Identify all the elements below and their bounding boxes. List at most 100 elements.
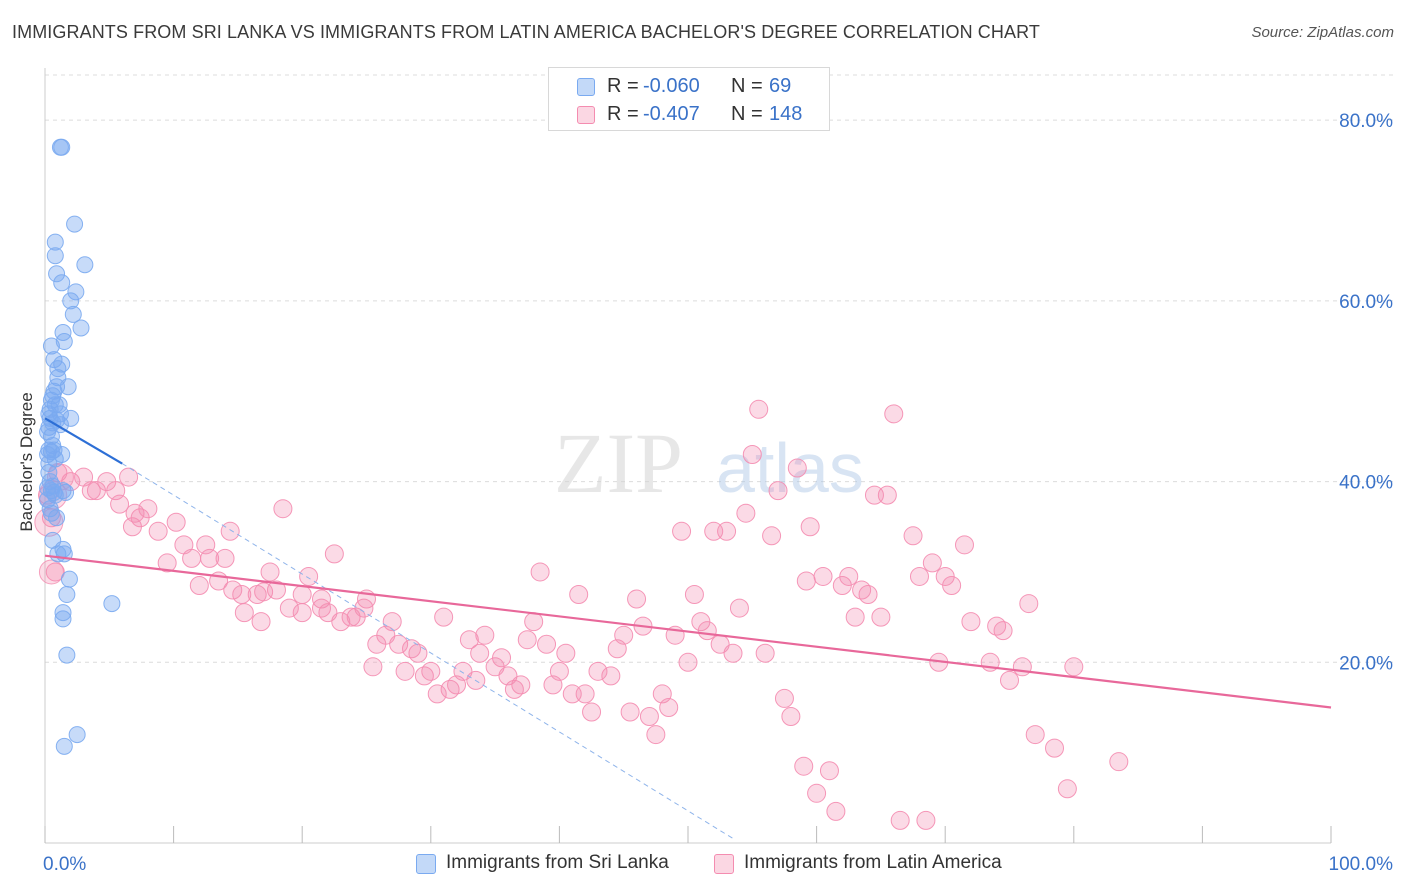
point-latin-america [916,810,936,830]
legend-label-latin-america: Immigrants from Latin America [744,852,1002,873]
point-latin-america [318,603,338,623]
x-tick-label-min: 0.0% [43,854,86,875]
point-latin-america [215,548,235,568]
point-latin-america [890,810,910,830]
series-latin-america [34,399,1129,830]
point-latin-america [1012,657,1032,677]
point-latin-america [166,512,186,532]
point-latin-america [588,661,608,681]
point-sri-lanka [68,726,86,744]
point-sri-lanka [53,138,71,156]
legend-swatch-sri-lanka [416,854,436,874]
point-latin-america [492,648,512,668]
watermark-zip: ZIP [554,415,683,511]
point-latin-america [807,783,827,803]
point-latin-america [266,580,286,600]
point-latin-america [954,535,974,555]
r-value: -0.407 [643,103,700,125]
point-latin-america [627,589,647,609]
point-latin-america [530,562,550,582]
point-latin-america [537,634,557,654]
series-sri-lanka [39,138,121,755]
point-sri-lanka [58,586,76,604]
point-latin-america [639,707,659,727]
point-latin-america [251,612,271,632]
point-latin-america [794,756,814,776]
watermark: ZIP atlas [554,415,864,511]
point-latin-america [601,666,621,686]
point-latin-america [260,562,280,582]
point-latin-america-large [38,559,64,585]
point-sri-lanka [103,595,121,613]
point-latin-america [395,661,415,681]
point-latin-america [324,544,344,564]
point-latin-america [119,467,139,487]
point-latin-america [684,585,704,605]
point-sri-lanka [46,247,64,265]
point-latin-america [299,566,319,586]
point-latin-america [796,571,816,591]
point-latin-america [220,521,240,541]
legend-stats-row-latin-america: R = -0.407 N = 148 [549,100,829,130]
point-latin-america [223,580,243,600]
trend-layer [44,417,1332,839]
point-sri-lanka [66,215,84,233]
point-sri-lanka [55,333,73,351]
point-latin-america [273,499,293,519]
point-sri-lanka [64,305,82,323]
point-latin-america [768,481,788,501]
trend-line-latin-america [44,554,1332,709]
point-latin-america [556,643,576,663]
point-latin-america [189,575,209,595]
point-latin-america [157,553,177,573]
point-sri-lanka [55,737,73,755]
point-latin-america [279,598,299,618]
point-latin-america [575,684,595,704]
point-latin-america [582,702,602,722]
chart-title: IMMIGRANTS FROM SRI LANKA VS IMMIGRANTS … [12,22,1040,42]
point-latin-america [742,444,762,464]
n-label: N = [731,103,763,125]
point-latin-america [942,575,962,595]
y-tick-label: 60.0% [1339,292,1393,313]
point-sri-lanka [72,319,90,337]
point-latin-america [130,508,150,528]
point-sri-lanka [76,256,94,274]
point-sri-lanka [42,337,60,355]
point-latin-america [1025,725,1045,745]
point-latin-america [569,585,589,605]
y-axis-label: Bachelor's Degree [17,392,36,531]
point-sri-lanka [54,604,72,622]
point-latin-america [549,661,569,681]
point-latin-america [200,548,220,568]
point-sri-lanka [48,265,66,283]
point-latin-america [45,562,65,582]
trend-line-sri-lanka [44,417,123,465]
point-latin-america [341,607,361,627]
point-latin-america [389,634,409,654]
point-latin-america [1064,657,1084,677]
point-latin-america [877,485,897,505]
n-value: 69 [769,75,792,97]
source-label: Source: ZipAtlas.com [1251,24,1394,41]
point-latin-america [749,399,769,419]
point-latin-america [421,661,441,681]
point-latin-america [81,481,101,501]
point-latin-america [427,684,447,704]
n-value: 148 [769,103,803,125]
point-sri-lanka [53,274,71,292]
legend-stats-row-sri-lanka: R = -0.060 N = 69 [549,72,829,102]
legend-swatch-sri-lanka [577,78,595,96]
point-latin-america [517,630,537,650]
point-sri-lanka [57,483,75,501]
point-sri-lanka [62,409,80,427]
point-latin-america [993,621,1013,641]
point-latin-america [826,801,846,821]
point-latin-america [871,607,891,627]
point-latin-america [781,707,801,727]
legend-stats: R = -0.060 N = 69 R = -0.407 N = 148 [548,67,830,131]
point-sri-lanka [40,464,58,482]
point-latin-america [755,643,775,663]
y-tick-label: 40.0% [1339,473,1393,494]
